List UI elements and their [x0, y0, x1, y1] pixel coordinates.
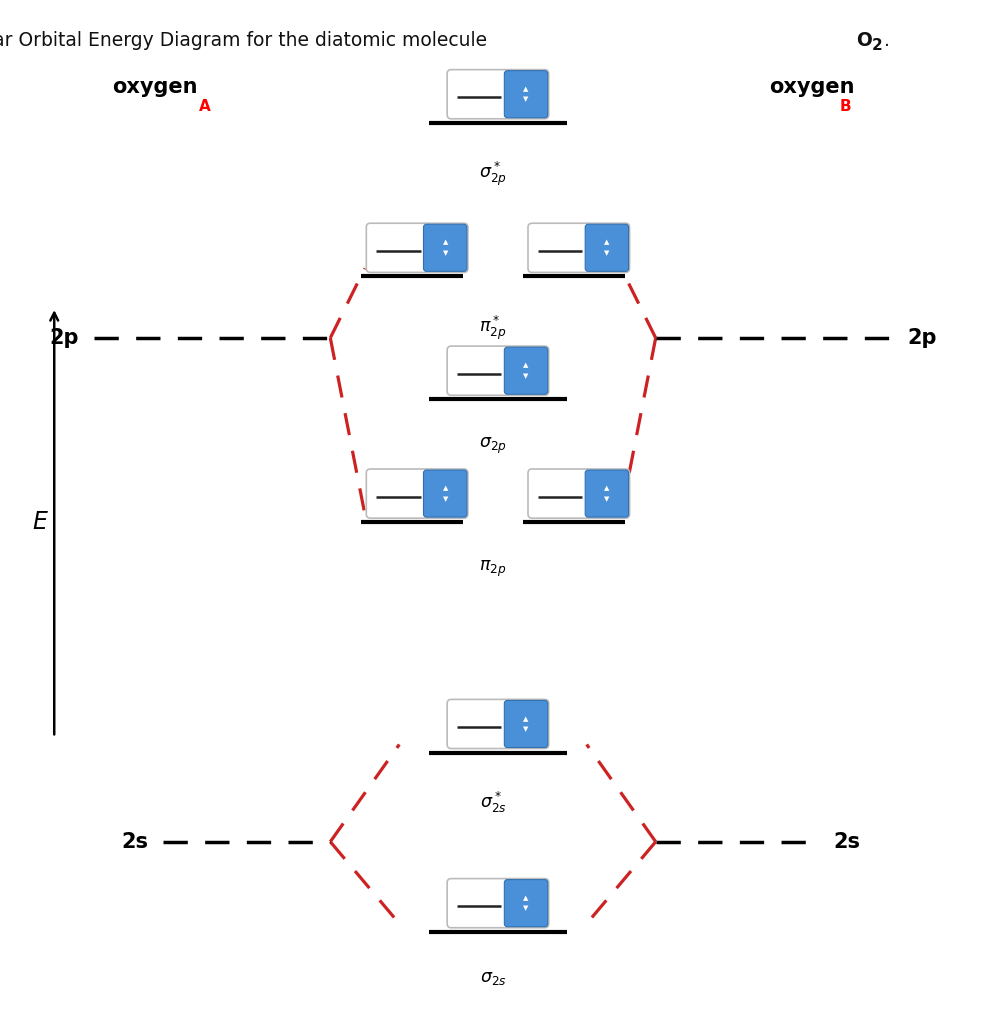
Text: $\sigma^*_{2p}$: $\sigma^*_{2p}$: [479, 160, 507, 188]
Text: 2s: 2s: [121, 831, 148, 852]
FancyBboxPatch shape: [367, 223, 468, 272]
FancyBboxPatch shape: [528, 223, 629, 272]
Text: $\pi^*_{2p}$: $\pi^*_{2p}$: [479, 313, 507, 342]
FancyBboxPatch shape: [448, 699, 548, 749]
Text: .: .: [884, 31, 890, 50]
Text: ▼: ▼: [443, 250, 448, 256]
FancyBboxPatch shape: [504, 71, 548, 118]
FancyBboxPatch shape: [528, 469, 629, 518]
Text: 2s: 2s: [833, 831, 860, 852]
FancyBboxPatch shape: [504, 347, 548, 394]
Text: B: B: [840, 99, 852, 115]
Text: ▲: ▲: [443, 240, 448, 246]
Text: oxygen: oxygen: [111, 77, 197, 97]
Text: 2p: 2p: [907, 328, 937, 348]
Text: Fill in the Molecular Orbital Energy Diagram for the diatomic molecule: Fill in the Molecular Orbital Energy Dia…: [0, 31, 493, 50]
Text: ▲: ▲: [524, 86, 528, 92]
Text: ▲: ▲: [524, 362, 528, 369]
FancyBboxPatch shape: [367, 469, 468, 518]
Text: ▼: ▼: [604, 250, 609, 256]
Text: $\pi_{2p}$: $\pi_{2p}$: [479, 559, 507, 580]
Text: $\sigma_{2p}$: $\sigma_{2p}$: [479, 436, 507, 457]
Text: ▼: ▼: [524, 905, 528, 911]
Text: oxygen: oxygen: [769, 77, 855, 97]
Text: $\sigma^*_{2s}$: $\sigma^*_{2s}$: [479, 790, 507, 815]
Text: ▼: ▼: [443, 496, 448, 502]
Text: ▼: ▼: [524, 373, 528, 379]
Text: ▼: ▼: [604, 496, 609, 502]
Text: 2p: 2p: [49, 328, 79, 348]
FancyBboxPatch shape: [448, 70, 548, 119]
Text: E: E: [32, 510, 47, 535]
Text: ▲: ▲: [604, 485, 609, 492]
FancyBboxPatch shape: [448, 879, 548, 928]
Text: ▲: ▲: [524, 895, 528, 901]
FancyBboxPatch shape: [504, 880, 548, 927]
Text: ▲: ▲: [443, 485, 448, 492]
FancyBboxPatch shape: [448, 346, 548, 395]
Text: $\mathbf{O}$: $\mathbf{O}$: [856, 31, 873, 50]
Text: ▼: ▼: [524, 726, 528, 732]
FancyBboxPatch shape: [424, 224, 467, 271]
FancyBboxPatch shape: [424, 470, 467, 517]
Text: ▼: ▼: [524, 96, 528, 102]
Text: $\mathbf{2}$: $\mathbf{2}$: [871, 37, 882, 53]
FancyBboxPatch shape: [585, 470, 629, 517]
Text: A: A: [199, 99, 211, 115]
Text: $\sigma_{2s}$: $\sigma_{2s}$: [479, 969, 507, 987]
Text: ▲: ▲: [604, 240, 609, 246]
FancyBboxPatch shape: [504, 700, 548, 748]
FancyBboxPatch shape: [585, 224, 629, 271]
Text: ▲: ▲: [524, 716, 528, 722]
Text: MO’s: MO’s: [461, 77, 525, 97]
